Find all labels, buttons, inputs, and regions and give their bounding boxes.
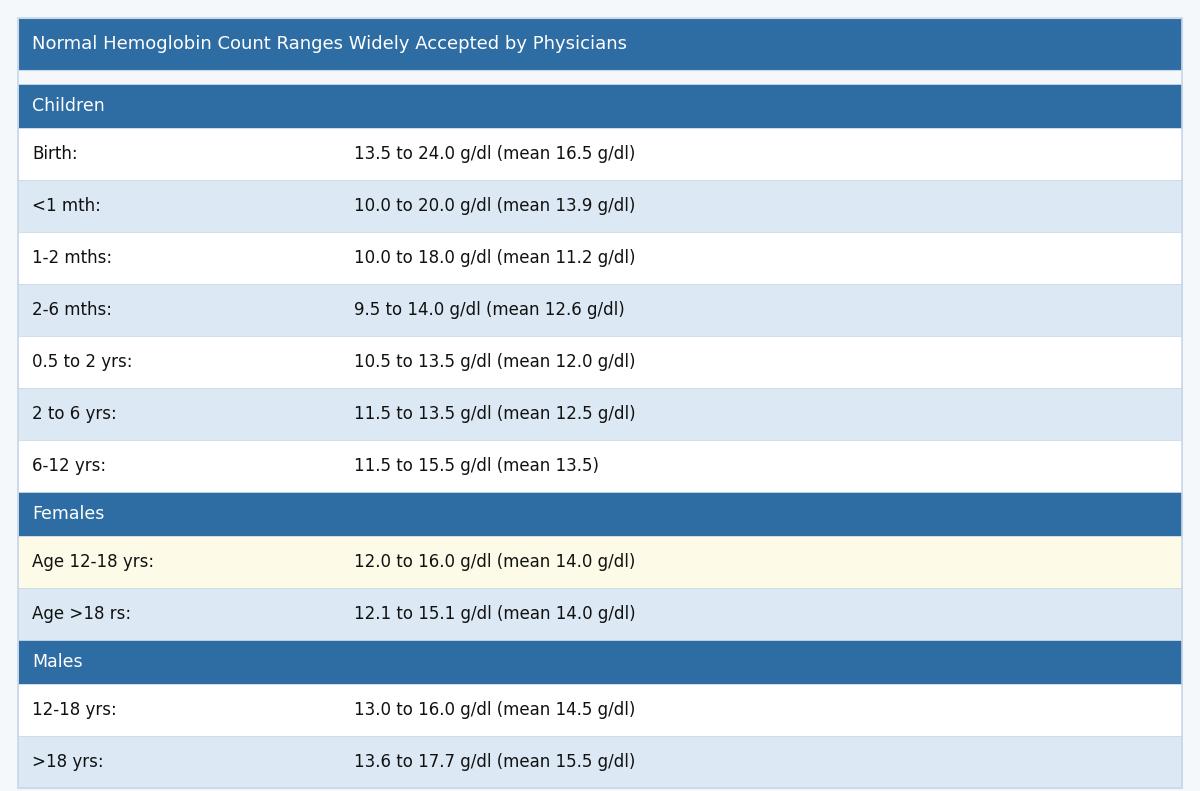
Bar (18, 180, 1182, 232)
Bar (18, 440, 1182, 492)
Text: Age 12-18 yrs:: Age 12-18 yrs: (32, 553, 154, 571)
Bar (18, 640, 1182, 684)
Text: Females: Females (32, 505, 104, 523)
Text: 13.6 to 17.7 g/dl (mean 15.5 g/dl): 13.6 to 17.7 g/dl (mean 15.5 g/dl) (354, 753, 635, 771)
Text: 10.0 to 20.0 g/dl (mean 13.9 g/dl): 10.0 to 20.0 g/dl (mean 13.9 g/dl) (354, 197, 635, 215)
Text: Children: Children (32, 97, 104, 115)
Text: 12.1 to 15.1 g/dl (mean 14.0 g/dl): 12.1 to 15.1 g/dl (mean 14.0 g/dl) (354, 605, 636, 623)
Bar (18, 536, 1182, 588)
Bar (18, 336, 1182, 388)
Text: 6-12 yrs:: 6-12 yrs: (32, 457, 106, 475)
Text: Normal Hemoglobin Count Ranges Widely Accepted by Physicians: Normal Hemoglobin Count Ranges Widely Ac… (32, 35, 626, 53)
Text: 10.0 to 18.0 g/dl (mean 11.2 g/dl): 10.0 to 18.0 g/dl (mean 11.2 g/dl) (354, 249, 636, 267)
Text: Birth:: Birth: (32, 145, 78, 163)
Text: 12.0 to 16.0 g/dl (mean 14.0 g/dl): 12.0 to 16.0 g/dl (mean 14.0 g/dl) (354, 553, 635, 571)
Bar (18, 736, 1182, 788)
Bar (18, 232, 1182, 284)
Text: 1-2 mths:: 1-2 mths: (32, 249, 112, 267)
Text: 2 to 6 yrs:: 2 to 6 yrs: (32, 405, 116, 423)
Bar (18, 588, 1182, 640)
Text: <1 mth:: <1 mth: (32, 197, 101, 215)
Bar (18, 388, 1182, 440)
Bar (18, 492, 1182, 536)
Text: 10.5 to 13.5 g/dl (mean 12.0 g/dl): 10.5 to 13.5 g/dl (mean 12.0 g/dl) (354, 353, 636, 371)
Bar (18, 684, 1182, 736)
Text: 0.5 to 2 yrs:: 0.5 to 2 yrs: (32, 353, 132, 371)
Text: 9.5 to 14.0 g/dl (mean 12.6 g/dl): 9.5 to 14.0 g/dl (mean 12.6 g/dl) (354, 301, 625, 319)
Bar (18, 18, 1182, 70)
Text: 13.5 to 24.0 g/dl (mean 16.5 g/dl): 13.5 to 24.0 g/dl (mean 16.5 g/dl) (354, 145, 635, 163)
Text: >18 yrs:: >18 yrs: (32, 753, 103, 771)
Text: 11.5 to 13.5 g/dl (mean 12.5 g/dl): 11.5 to 13.5 g/dl (mean 12.5 g/dl) (354, 405, 636, 423)
Text: Age >18 rs:: Age >18 rs: (32, 605, 131, 623)
Bar (18, 284, 1182, 336)
Text: 2-6 mths:: 2-6 mths: (32, 301, 112, 319)
Text: 11.5 to 15.5 g/dl (mean 13.5): 11.5 to 15.5 g/dl (mean 13.5) (354, 457, 599, 475)
Bar (18, 128, 1182, 180)
Text: Males: Males (32, 653, 83, 671)
Text: 12-18 yrs:: 12-18 yrs: (32, 701, 116, 719)
Bar (18, 84, 1182, 128)
Text: 13.0 to 16.0 g/dl (mean 14.5 g/dl): 13.0 to 16.0 g/dl (mean 14.5 g/dl) (354, 701, 635, 719)
